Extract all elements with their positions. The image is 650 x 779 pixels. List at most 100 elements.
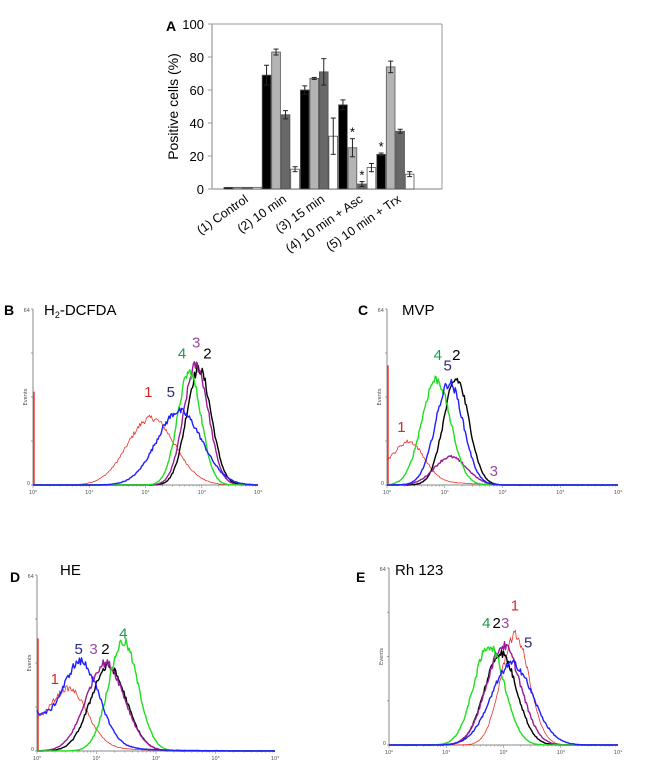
bar: [223, 186, 234, 190]
x-tick-label: 10⁴: [254, 490, 262, 496]
bar: [385, 66, 396, 190]
y-tick-label: 60: [190, 83, 204, 98]
y-tick-label: 0: [27, 481, 30, 487]
histogram-curve-1: [386, 439, 618, 486]
curve-label-3: 3: [501, 615, 509, 632]
bar: [318, 71, 329, 190]
x-tick-label: 10²: [152, 756, 160, 762]
x-tick-label: 10²: [141, 490, 149, 496]
histogram-curve-4: [388, 645, 618, 746]
bar: [376, 153, 386, 190]
y-tick-label: 64: [380, 567, 386, 573]
y-tick-label: 64: [28, 574, 34, 580]
histogram-panel-b: B H2-DCFDA 0 64 Events 10⁰ 10¹ 10² 10³ 10⁴ 1 5 432: [4, 302, 262, 496]
x-tick-label: 10⁰: [383, 490, 391, 496]
histogram-curve-5: [389, 659, 619, 746]
curve-label-1: 1: [397, 419, 405, 436]
histogram-curve-5: [33, 407, 258, 486]
y-tick-label: 0: [31, 747, 34, 753]
curve-label-1: 1: [511, 597, 519, 614]
x-tick-label: 10⁰: [33, 756, 41, 762]
panel-title: Rh 123: [395, 562, 443, 579]
bar: [309, 78, 319, 190]
curve-label-3: 3: [192, 335, 200, 352]
curve-label-1: 1: [51, 671, 59, 688]
y-tick-label: 40: [190, 116, 204, 131]
bar: [242, 186, 253, 190]
curve-label-2: 2: [101, 641, 109, 658]
y-tick-label: 64: [378, 308, 384, 314]
curve-label-2: 2: [452, 347, 460, 364]
bar: [252, 186, 262, 190]
bar: [261, 74, 272, 190]
curve-label-4: 4: [119, 625, 127, 642]
histogram-curve-4: [387, 375, 618, 486]
histogram-curve-3: [36, 659, 275, 752]
x-tick-label: 10³: [198, 490, 206, 496]
curve-label-5: 5: [74, 641, 82, 658]
curve-label-2: 2: [203, 345, 211, 362]
curve-label-4: 4: [482, 615, 490, 632]
y-axis-label: Positive cells (%): [165, 53, 181, 160]
histogram-curve-3: [389, 641, 618, 746]
panel-letter-b: B: [4, 302, 14, 318]
curve-label-3: 3: [89, 641, 97, 658]
histogram-panel-c: C MVP 0 64 Events 10⁰ 10¹ 10² 10³ 10⁴ 1 452 3: [358, 302, 622, 496]
bar: [299, 89, 310, 190]
bar: [395, 130, 405, 190]
panel-letter-c: C: [358, 302, 368, 318]
curve-label-5: 5: [524, 635, 532, 652]
bar: [280, 114, 291, 190]
x-tick-label: 10¹: [441, 490, 449, 496]
curve-label-1: 1: [144, 384, 152, 401]
histogram-curve-2: [37, 662, 276, 752]
x-tick-label: 10³: [556, 490, 564, 496]
histogram-curve-3: [33, 361, 258, 486]
histogram-panel-d: D HE 0 64 Events 10⁰ 10¹ 10² 10³ 10⁴ 15 3 24: [10, 562, 279, 762]
y-tick-label: 100: [182, 17, 204, 32]
significance-asterisk: *: [379, 139, 384, 154]
curve-label-4: 4: [434, 347, 442, 364]
y-tick-label: 20: [190, 149, 204, 164]
y-tick-label: 80: [190, 50, 204, 65]
curve-label-5: 5: [443, 358, 451, 375]
curve-label-2: 2: [492, 615, 500, 632]
y-axis-label: Events: [377, 388, 383, 405]
x-tick-label: 10²: [499, 750, 507, 756]
bar: [271, 51, 281, 190]
curve-label-5: 5: [167, 384, 175, 401]
panel-letter-a: A: [166, 18, 176, 34]
x-tick-label: 10³: [211, 756, 219, 762]
panel-title: H2-DCFDA: [44, 302, 117, 320]
x-tick-label: 10⁰: [385, 750, 393, 756]
x-tick-label: 10²: [498, 490, 506, 496]
panel-letter-d: D: [10, 569, 20, 585]
y-tick-label: 64: [24, 308, 30, 314]
curve-label-3: 3: [490, 463, 498, 480]
y-axis-label: Events: [23, 388, 29, 405]
x-tick-label: 10³: [557, 750, 565, 756]
bar: [338, 104, 348, 190]
histogram-curve-5: [386, 378, 618, 486]
bar: [233, 186, 243, 190]
panel-letter-e: E: [356, 569, 365, 585]
x-tick-label: 10¹: [442, 750, 450, 756]
x-tick-label: 10¹: [85, 490, 93, 496]
x-tick-label: 10¹: [92, 756, 100, 762]
x-tick-label: 10⁴: [614, 750, 622, 756]
curve-label-4: 4: [178, 345, 186, 362]
panel-title: HE: [60, 562, 81, 579]
y-axis-label: Events: [27, 654, 33, 671]
x-tick-label: 10⁴: [271, 756, 279, 762]
x-tick-label: 10⁰: [29, 490, 37, 496]
histogram-panel-e: E Rh 123 0 64 Events 10⁰ 10¹ 10² 10³ 10⁴ 4 2 31 5: [356, 562, 622, 756]
x-tick-label: 10⁴: [614, 490, 622, 496]
y-tick-label: 0: [197, 182, 204, 197]
significance-asterisk: *: [350, 125, 355, 140]
y-tick-label: 0: [383, 741, 386, 747]
histogram-curve-4: [37, 638, 275, 752]
significance-asterisk: *: [359, 168, 364, 183]
y-tick-label: 0: [381, 481, 384, 487]
